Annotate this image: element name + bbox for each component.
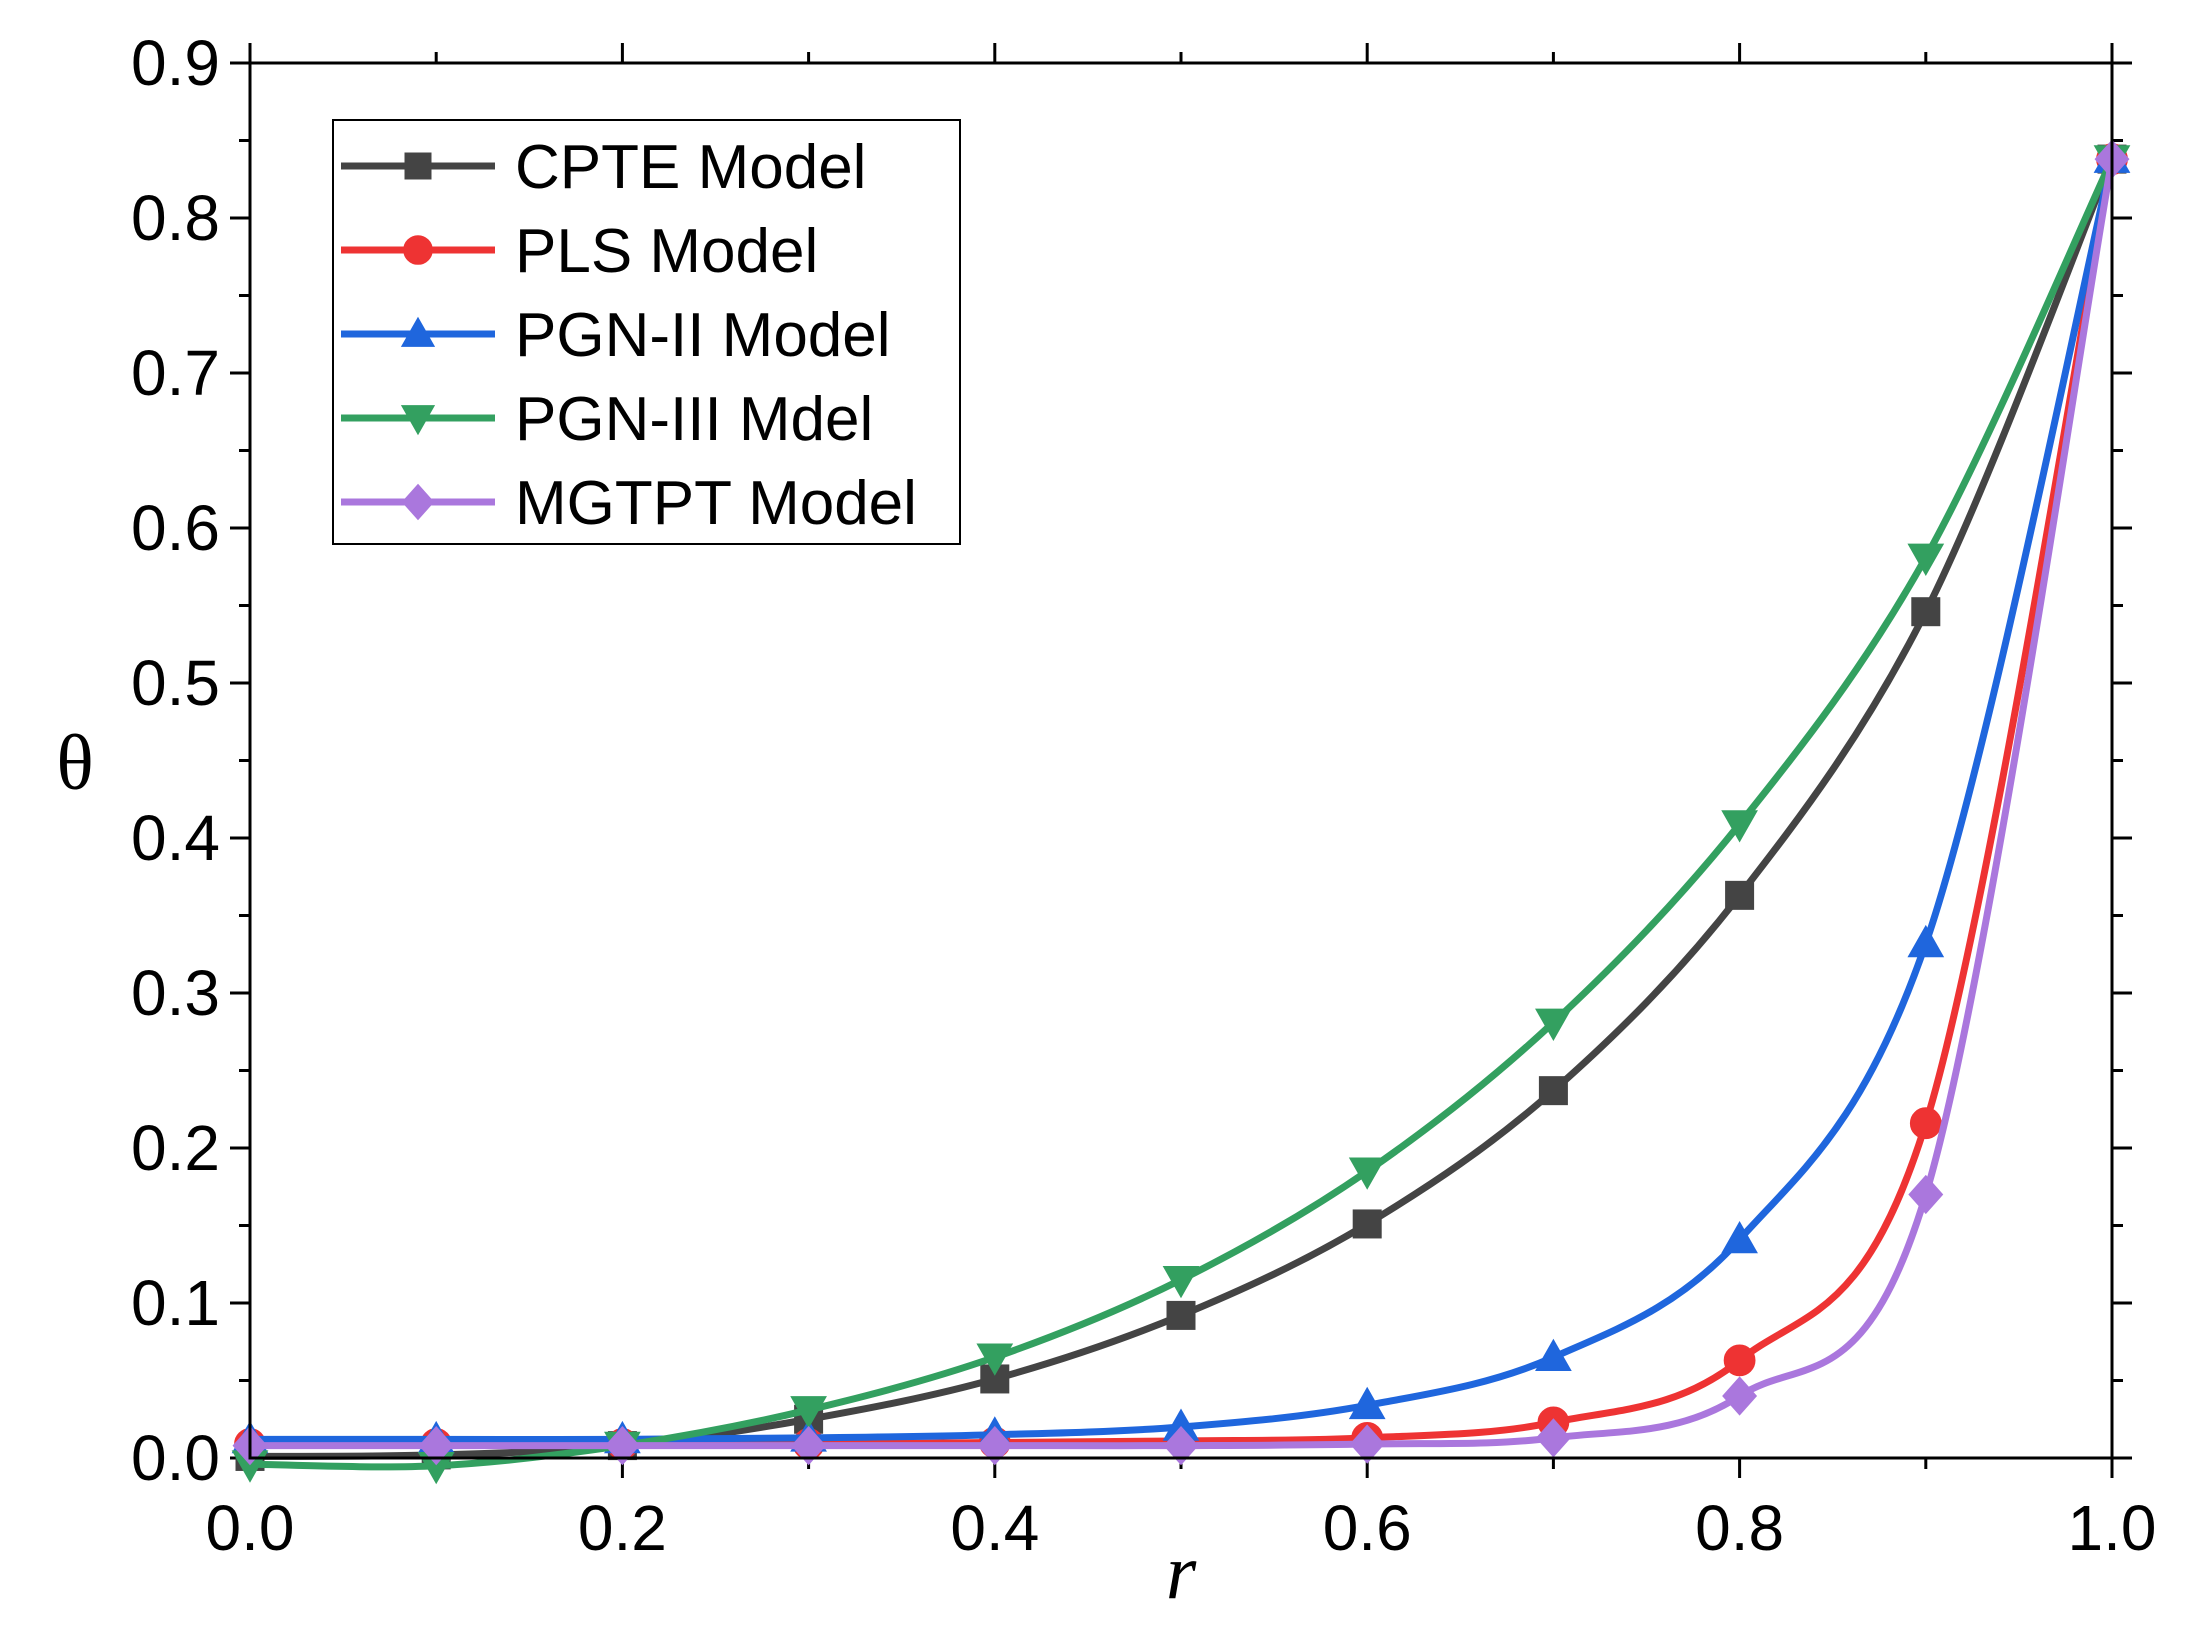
data-point (1538, 1076, 1568, 1106)
data-point (1723, 1344, 1756, 1377)
data-point (1908, 1174, 1944, 1215)
y-tick-label: 0.6 (131, 492, 220, 564)
data-point (1348, 1386, 1386, 1420)
data-point (1348, 1157, 1386, 1190)
plot-frame (248, 61, 2114, 1460)
data-point (1352, 1209, 1382, 1239)
y-tick-label: 0.2 (131, 1112, 220, 1184)
y-tick-label: 0.8 (131, 182, 220, 254)
legend-swatch-marker (404, 152, 432, 180)
legend-label: PGN-II Model (515, 301, 891, 370)
data-point (1907, 543, 1945, 576)
y-tick-label: 0.1 (131, 1267, 220, 1339)
data-point (1162, 1265, 1200, 1299)
legend-swatch-marker (403, 235, 433, 265)
data-point (977, 1425, 1013, 1466)
x-tick-label: 1.0 (2068, 1492, 2157, 1564)
data-point (1721, 1220, 1758, 1254)
data-point (1909, 1107, 1942, 1140)
data-point (791, 1425, 827, 1466)
x-tick-label: 0.4 (950, 1492, 1039, 1564)
data-point (1166, 1300, 1196, 1330)
legend-swatch-marker (400, 316, 436, 347)
data-point (1535, 1008, 1572, 1041)
y-tick-label: 0.0 (131, 1422, 220, 1494)
x-tick-label: 0.6 (1323, 1492, 1412, 1564)
y-tick-label: 0.4 (131, 802, 220, 874)
data-point (1535, 1338, 1572, 1372)
legend-entry: PGN-III Mdel (341, 385, 873, 454)
legend-swatch-marker (400, 405, 436, 436)
data-point (976, 1343, 1014, 1376)
y-axis-title: θ (56, 719, 93, 806)
legend: CPTE Model PLS Model PGN-II Model PGN-III M… (332, 119, 961, 545)
legend-label: PLS Model (515, 217, 818, 286)
legend-entry: PLS Model (341, 217, 818, 286)
x-tick-label: 0.2 (578, 1492, 667, 1564)
data-point (1911, 597, 1941, 627)
y-tick-label: 0.7 (131, 337, 220, 409)
data-point (1907, 924, 1945, 958)
data-point (1163, 1425, 1199, 1466)
y-tick-label: 0.3 (131, 957, 220, 1029)
data-point (1721, 810, 1758, 843)
legend-label: MGTPT Model (515, 469, 917, 538)
legend-swatch-marker (401, 483, 435, 521)
data-point (1722, 1376, 1758, 1416)
legend-entry: CPTE Model (341, 133, 866, 202)
legend-label: CPTE Model (515, 133, 866, 202)
legend-entry: MGTPT Model (341, 469, 917, 538)
data-point (604, 1425, 640, 1466)
x-tick-label: 0.0 (206, 1492, 295, 1564)
y-tick-label: 0.5 (131, 647, 220, 719)
legend-entry: PGN-II Model (341, 301, 891, 370)
y-tick-label: 0.9 (131, 27, 220, 99)
data-point (418, 1425, 454, 1466)
x-axis-title: r (1166, 1528, 1197, 1615)
data-point (1349, 1424, 1385, 1464)
series-layer (231, 139, 2131, 1485)
tick-labels: 0.0 0.1 0.2 0.3 0.4 0.5 0.6 0.7 0.8 0.9 0.0 0.2 0.4 0… (131, 27, 2156, 1564)
data-point (790, 1396, 827, 1429)
data-point (1725, 880, 1755, 910)
legend-label: PGN-III Mdel (515, 385, 873, 454)
x-tick-label: 0.8 (1695, 1492, 1784, 1564)
